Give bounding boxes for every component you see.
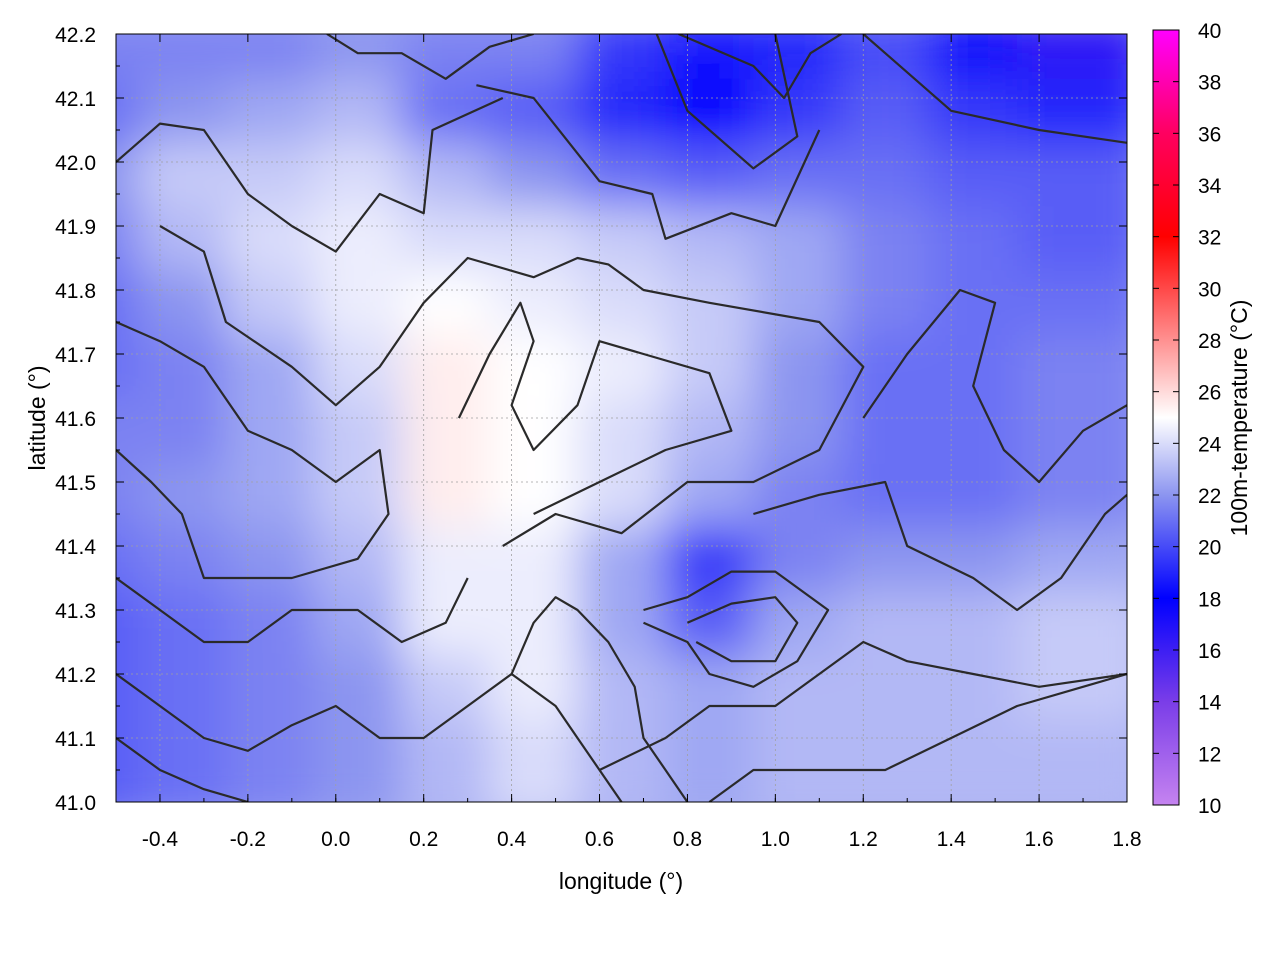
colorbar-tick-label: 10 <box>1198 795 1221 818</box>
y-tick-label: 42.1 <box>55 88 96 111</box>
colorbar-tick-label: 26 <box>1198 382 1221 405</box>
y-tick-label: 41.8 <box>55 280 96 303</box>
contour-line <box>116 737 249 802</box>
x-tick-label: -0.4 <box>142 828 179 851</box>
colorbar-tick-label: 16 <box>1198 640 1221 663</box>
y-tick-label: 41.2 <box>55 664 96 687</box>
contour-line <box>510 596 689 802</box>
x-tick-label: 1.2 <box>849 828 878 851</box>
contour-line <box>116 672 623 802</box>
contour-line <box>643 570 830 688</box>
colorbar-tick-label: 14 <box>1198 692 1222 715</box>
y-tick-label: 42.2 <box>55 24 96 47</box>
x-tick-label: 1.8 <box>1112 828 1141 851</box>
contour-line <box>326 34 534 80</box>
colorbar-label: 100m-temperature (°C) <box>1226 300 1252 537</box>
colorbar-tick-label: 34 <box>1198 175 1222 198</box>
colorbar-tick-label: 32 <box>1198 227 1221 250</box>
x-tick-label: 0.0 <box>321 828 350 851</box>
heatmap-cell <box>1017 718 1127 802</box>
y-axis-ticks: 41.0 41.1 41.2 41.3 41.4 41.5 41.6 41.7 41.8 41.9… <box>55 24 1127 815</box>
y-tick-label: 41.6 <box>55 408 96 431</box>
colorbar-tick-label: 40 <box>1198 20 1221 43</box>
x-axis-label: longitude (°) <box>559 868 683 894</box>
contour-line <box>457 301 733 515</box>
y-axis-label: latitude (°) <box>24 365 50 470</box>
x-tick-label: -0.2 <box>230 828 266 851</box>
x-tick-label: 0.6 <box>585 828 614 851</box>
colorbar-tick-label: 38 <box>1198 72 1221 95</box>
contour-line <box>708 672 1127 802</box>
y-tick-label: 41.0 <box>55 792 96 815</box>
colorbar-tick-label: 30 <box>1198 278 1221 301</box>
colorbar-tick-label: 24 <box>1198 433 1222 456</box>
y-tick-label: 41.4 <box>55 536 96 559</box>
colorbar-tick-label: 36 <box>1198 123 1221 146</box>
colorbar <box>1152 29 1180 806</box>
y-tick-label: 41.3 <box>55 600 96 623</box>
colorbar-tick-label: 20 <box>1198 537 1221 560</box>
x-tick-label: 1.0 <box>761 828 790 851</box>
x-tick-label: 0.4 <box>497 828 527 851</box>
contour-line <box>116 577 469 644</box>
contour-line <box>599 640 1127 771</box>
contour-line <box>753 480 1127 612</box>
y-tick-label: 41.9 <box>55 216 96 239</box>
x-axis-ticks: -0.4 -0.2 0.0 0.2 0.4 0.6 0.8 1.0 1.2 1.4 1.6 1.8 <box>115 34 1142 851</box>
x-tick-label: 1.6 <box>1024 828 1053 851</box>
heatmap-cells <box>116 34 1127 802</box>
colorbar-tick-label: 18 <box>1198 588 1221 611</box>
colorbar-tick-label: 22 <box>1198 485 1221 508</box>
y-tick-label: 41.5 <box>55 472 96 495</box>
y-tick-label: 42.0 <box>55 152 96 175</box>
contour-line <box>686 596 799 663</box>
colorbar-ticks: 10 12 14 16 18 20 22 24 26 28 30 32 34 36 38 40 <box>1153 20 1222 818</box>
contour-line <box>655 34 799 170</box>
colorbar-tick-label: 12 <box>1198 743 1221 766</box>
x-tick-label: 0.8 <box>673 828 702 851</box>
contour-line <box>862 34 1127 144</box>
y-tick-label: 41.1 <box>55 728 96 751</box>
y-tick-label: 41.7 <box>55 344 96 367</box>
contour-line <box>862 288 1127 484</box>
contour-line <box>116 96 504 253</box>
contour-line <box>116 320 390 580</box>
x-tick-label: 0.2 <box>409 828 438 851</box>
contour-lines <box>116 34 1127 802</box>
colorbar-tick-label: 28 <box>1198 330 1221 353</box>
grid-lines <box>116 34 1127 802</box>
contour-line <box>678 34 842 100</box>
x-tick-label: 1.4 <box>937 828 967 851</box>
contour-line <box>476 84 821 240</box>
contour-line <box>159 225 865 547</box>
